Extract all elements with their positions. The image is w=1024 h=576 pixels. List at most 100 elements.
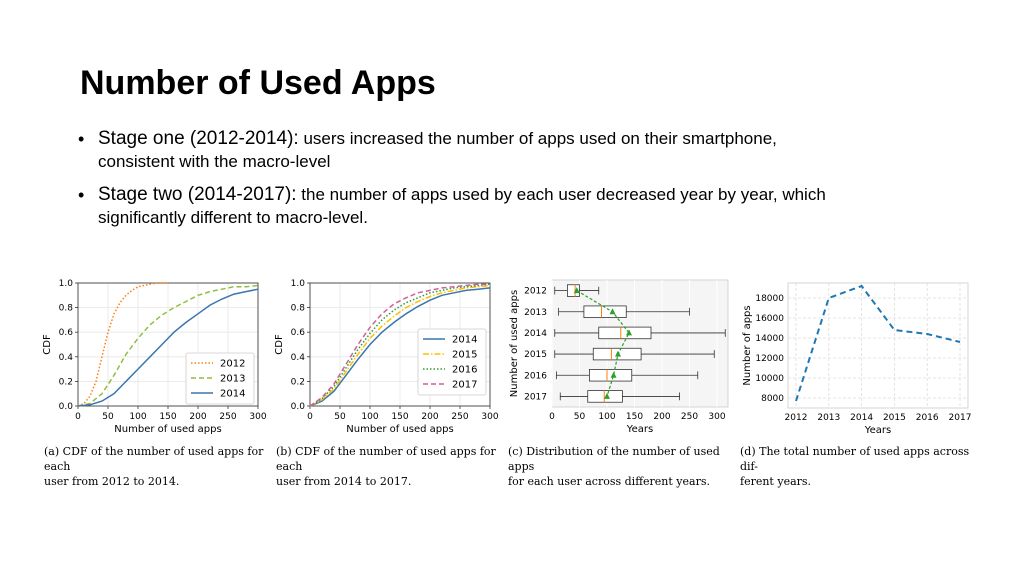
plot-border [309, 282, 491, 407]
mean-marker-2017 [604, 392, 610, 399]
x-tick-label: 300 [708, 412, 725, 422]
cdf-chart-2014-2017: 0 50 100 150 200 250 300 0.0 0.2 0.4 0.6 0.8 1.0 Numb… [274, 279, 499, 435]
figure-a: 0 50 100 150 200 250 300 0.0 0.2 0.4 0.6 0.8 1.0 Numb… [40, 268, 270, 438]
y-tick-label: 0.2 [59, 377, 73, 387]
bullet-dot-icon: • [78, 185, 85, 205]
y-tick-label: 0.0 [59, 402, 74, 412]
box-2017 [587, 390, 623, 403]
series-line-total-apps [795, 284, 961, 402]
bullet-text: users increased the number of apps used … [298, 129, 777, 148]
x-tick-label: 2017 [949, 413, 972, 423]
caption-line1: Distribution of the number of used apps [508, 445, 720, 473]
x-tick-label: 150 [159, 412, 176, 422]
x-tick-label: 2013 [817, 413, 840, 423]
y-axis-label: Number of used apps [509, 290, 520, 397]
y-tick-label: 2017 [524, 392, 547, 402]
bullet-item-stage-one: • Stage one (2012-2014): users increased… [78, 128, 978, 174]
x-tick-label: 100 [598, 412, 615, 422]
x-tick-label: 0 [549, 412, 555, 422]
bullet-item-stage-two: • Stage two (2014-2017): the number of a… [78, 184, 978, 230]
caption-a: (a) CDF of the number of used apps for e… [44, 444, 276, 489]
series-line-2016 [309, 283, 491, 407]
y-tick-label: 0.0 [291, 402, 306, 412]
x-tick-label: 50 [574, 412, 586, 422]
bullet-lead: Stage one (2012-2014): [98, 128, 299, 149]
y-tick-label: 16000 [755, 314, 784, 324]
bullet-text-continued: consistent with the macro-level [98, 152, 331, 171]
y-tick-label: 0.6 [59, 328, 74, 338]
legend-label-2012: 2012 [220, 359, 245, 370]
series-line-2012 [77, 282, 168, 407]
y-tick-label: 1.0 [59, 279, 74, 289]
x-tick-label: 250 [681, 412, 698, 422]
x-tick-label: 2016 [916, 413, 939, 423]
series-line-2015 [309, 284, 491, 407]
y-tick-label: 10000 [755, 374, 784, 384]
x-tick-label: 0 [307, 412, 313, 422]
mean-marker-2016 [610, 371, 617, 378]
bullet-text: the number of apps used by each user dec… [296, 185, 826, 204]
box-2012 [567, 284, 580, 297]
series-line-2014 [309, 287, 491, 407]
bullet-lead: Stage two (2014-2017): [98, 184, 297, 205]
x-tick-label: 100 [129, 412, 146, 422]
y-tick-label: 0.2 [291, 377, 305, 387]
slide-title: Number of Used Apps [80, 64, 436, 102]
x-tick-label: 100 [361, 412, 378, 422]
x-tick-label: 250 [451, 412, 468, 422]
plot-area [551, 279, 729, 408]
legend-label-2015: 2015 [452, 350, 477, 361]
x-tick-label: 0 [75, 412, 81, 422]
y-tick-label: 2013 [524, 308, 547, 318]
caption-line2: ferent years. [740, 475, 812, 488]
y-tick-label: 0.8 [59, 304, 74, 314]
y-tick-label: 0.8 [291, 304, 306, 314]
box-2016 [589, 369, 633, 382]
caption-line2: for each user across different years. [508, 475, 710, 488]
y-axis-label: CDF [274, 334, 285, 355]
x-tick-label: 150 [626, 412, 643, 422]
box-2014 [598, 326, 652, 340]
caption-label: (a) [44, 445, 60, 458]
plot-area [787, 282, 969, 409]
bullet-dot-icon: • [78, 129, 85, 149]
series-line-2014 [77, 288, 259, 407]
boxplot-chart: 0 50 100 150 200 250 300 2012 2013 2014 2015 2016 20… [509, 279, 729, 435]
caption-line2: user from 2014 to 2017. [276, 475, 412, 488]
legend-box [417, 328, 487, 396]
box-2013 [583, 305, 627, 318]
caption-line1: CDF of the number of used apps for each [44, 445, 264, 473]
y-axis-label: Number of apps [742, 305, 753, 385]
legend-label-2016: 2016 [452, 365, 477, 376]
y-axis-label: CDF [42, 334, 53, 355]
y-tick-label: 18000 [755, 294, 784, 304]
x-tick-label: 150 [391, 412, 408, 422]
figure-b: 0 50 100 150 200 250 300 0.0 0.2 0.4 0.6 0.8 1.0 Numb… [272, 268, 502, 438]
x-axis-label: Years [864, 425, 891, 436]
legend-label-2014: 2014 [452, 335, 477, 346]
legend-label-2014: 2014 [220, 389, 245, 400]
bullet-list: • Stage one (2012-2014): users increased… [78, 128, 978, 240]
y-tick-label: 2015 [524, 350, 547, 360]
y-tick-label: 1.0 [291, 279, 306, 289]
y-tick-label: 12000 [755, 354, 784, 364]
mean-marker-2012 [573, 287, 580, 294]
caption-line2: user from 2012 to 2014. [44, 475, 180, 488]
caption-d: (d) The total number of used apps across… [740, 444, 980, 489]
x-tick-label: 2014 [850, 413, 873, 423]
y-tick-label: 2016 [524, 371, 547, 381]
x-tick-label: 200 [653, 412, 670, 422]
caption-b: (b) CDF of the number of used apps for e… [276, 444, 508, 489]
caption-line1: CDF of the number of used apps for each [276, 445, 496, 473]
x-axis-label: Number of used apps [346, 424, 453, 435]
caption-label: (b) [276, 445, 292, 458]
y-tick-label: 2012 [524, 287, 547, 297]
y-tick-label: 8000 [761, 394, 784, 404]
mean-trend-line [576, 290, 630, 397]
x-tick-label: 50 [334, 412, 346, 422]
caption-label: (d) [740, 445, 756, 458]
x-tick-label: 200 [189, 412, 206, 422]
bullet-text-continued: significantly different to macro-level. [98, 208, 368, 227]
series-line-2017 [309, 283, 490, 407]
figure-c: 0 50 100 150 200 250 300 2012 2013 2014 2015 2016 20… [506, 268, 736, 438]
